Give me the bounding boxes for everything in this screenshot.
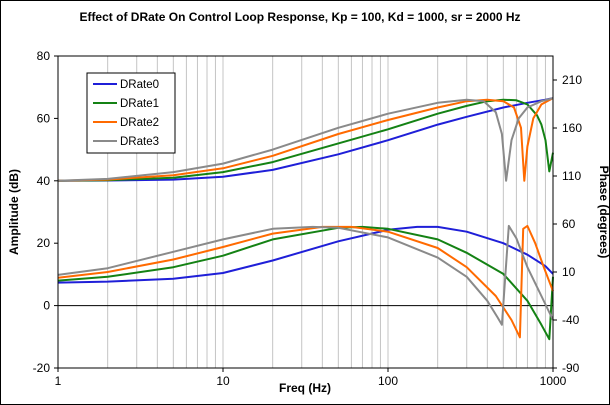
y-axis-label: Amplitude (dB): [7, 169, 21, 255]
x-tick-label: 10: [216, 374, 230, 388]
legend-label-drate3: DRate3: [120, 136, 159, 148]
phase-line-drate0: [57, 225, 554, 284]
y-tick-label: 20: [37, 236, 51, 250]
y2-tick-label: 110: [562, 169, 581, 183]
x-axis-label: Freq (Hz): [279, 381, 331, 395]
legend: DRate0 DRate1 DRate2 DRate3: [86, 72, 176, 154]
y-tick-label: 40: [37, 174, 51, 188]
plot-area: [57, 55, 554, 369]
y-tick-label: -20: [33, 361, 51, 375]
amplitude-line-drate1: [57, 98, 554, 182]
legend-label-drate1: DRate1: [120, 98, 159, 110]
y2-tick-label: 10: [562, 265, 576, 279]
x-tick-label: 100: [378, 374, 398, 388]
series-lines: [57, 97, 554, 341]
y-tick-label: 60: [37, 111, 51, 125]
y-tick-label: 0: [43, 299, 50, 313]
phase-line-drate2: [57, 224, 554, 339]
y2-tick-label: 210: [562, 73, 582, 87]
y2-axis-label: Phase (degrees): [597, 166, 610, 259]
chart-title: Effect of DRate On Control Loop Response…: [79, 10, 520, 24]
amplitude-line-drate3: [57, 97, 554, 182]
legend-label-drate2: DRate2: [120, 117, 159, 129]
x-tick-label: 1000: [540, 374, 567, 388]
y2-tick-label: 60: [562, 217, 576, 231]
y2-tick-label: 160: [562, 121, 582, 135]
y-tick-label: 80: [37, 49, 51, 63]
legend-box: [86, 72, 176, 154]
phase-line-drate3: [57, 224, 554, 326]
y2-tick-label: -90: [562, 361, 580, 375]
amplitude-line-drate0: [57, 97, 554, 182]
phase-line-drate1: [57, 225, 554, 341]
legend-label-drate0: DRate0: [120, 79, 159, 91]
x-tick-label: 1: [55, 374, 62, 388]
tick-labels: 1 10 100 1000806040200-202101601106010-40-9…: [33, 49, 583, 388]
y2-tick-label: -40: [562, 313, 580, 327]
